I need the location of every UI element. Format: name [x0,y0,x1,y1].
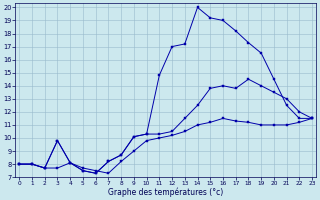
X-axis label: Graphe des températures (°c): Graphe des températures (°c) [108,187,223,197]
